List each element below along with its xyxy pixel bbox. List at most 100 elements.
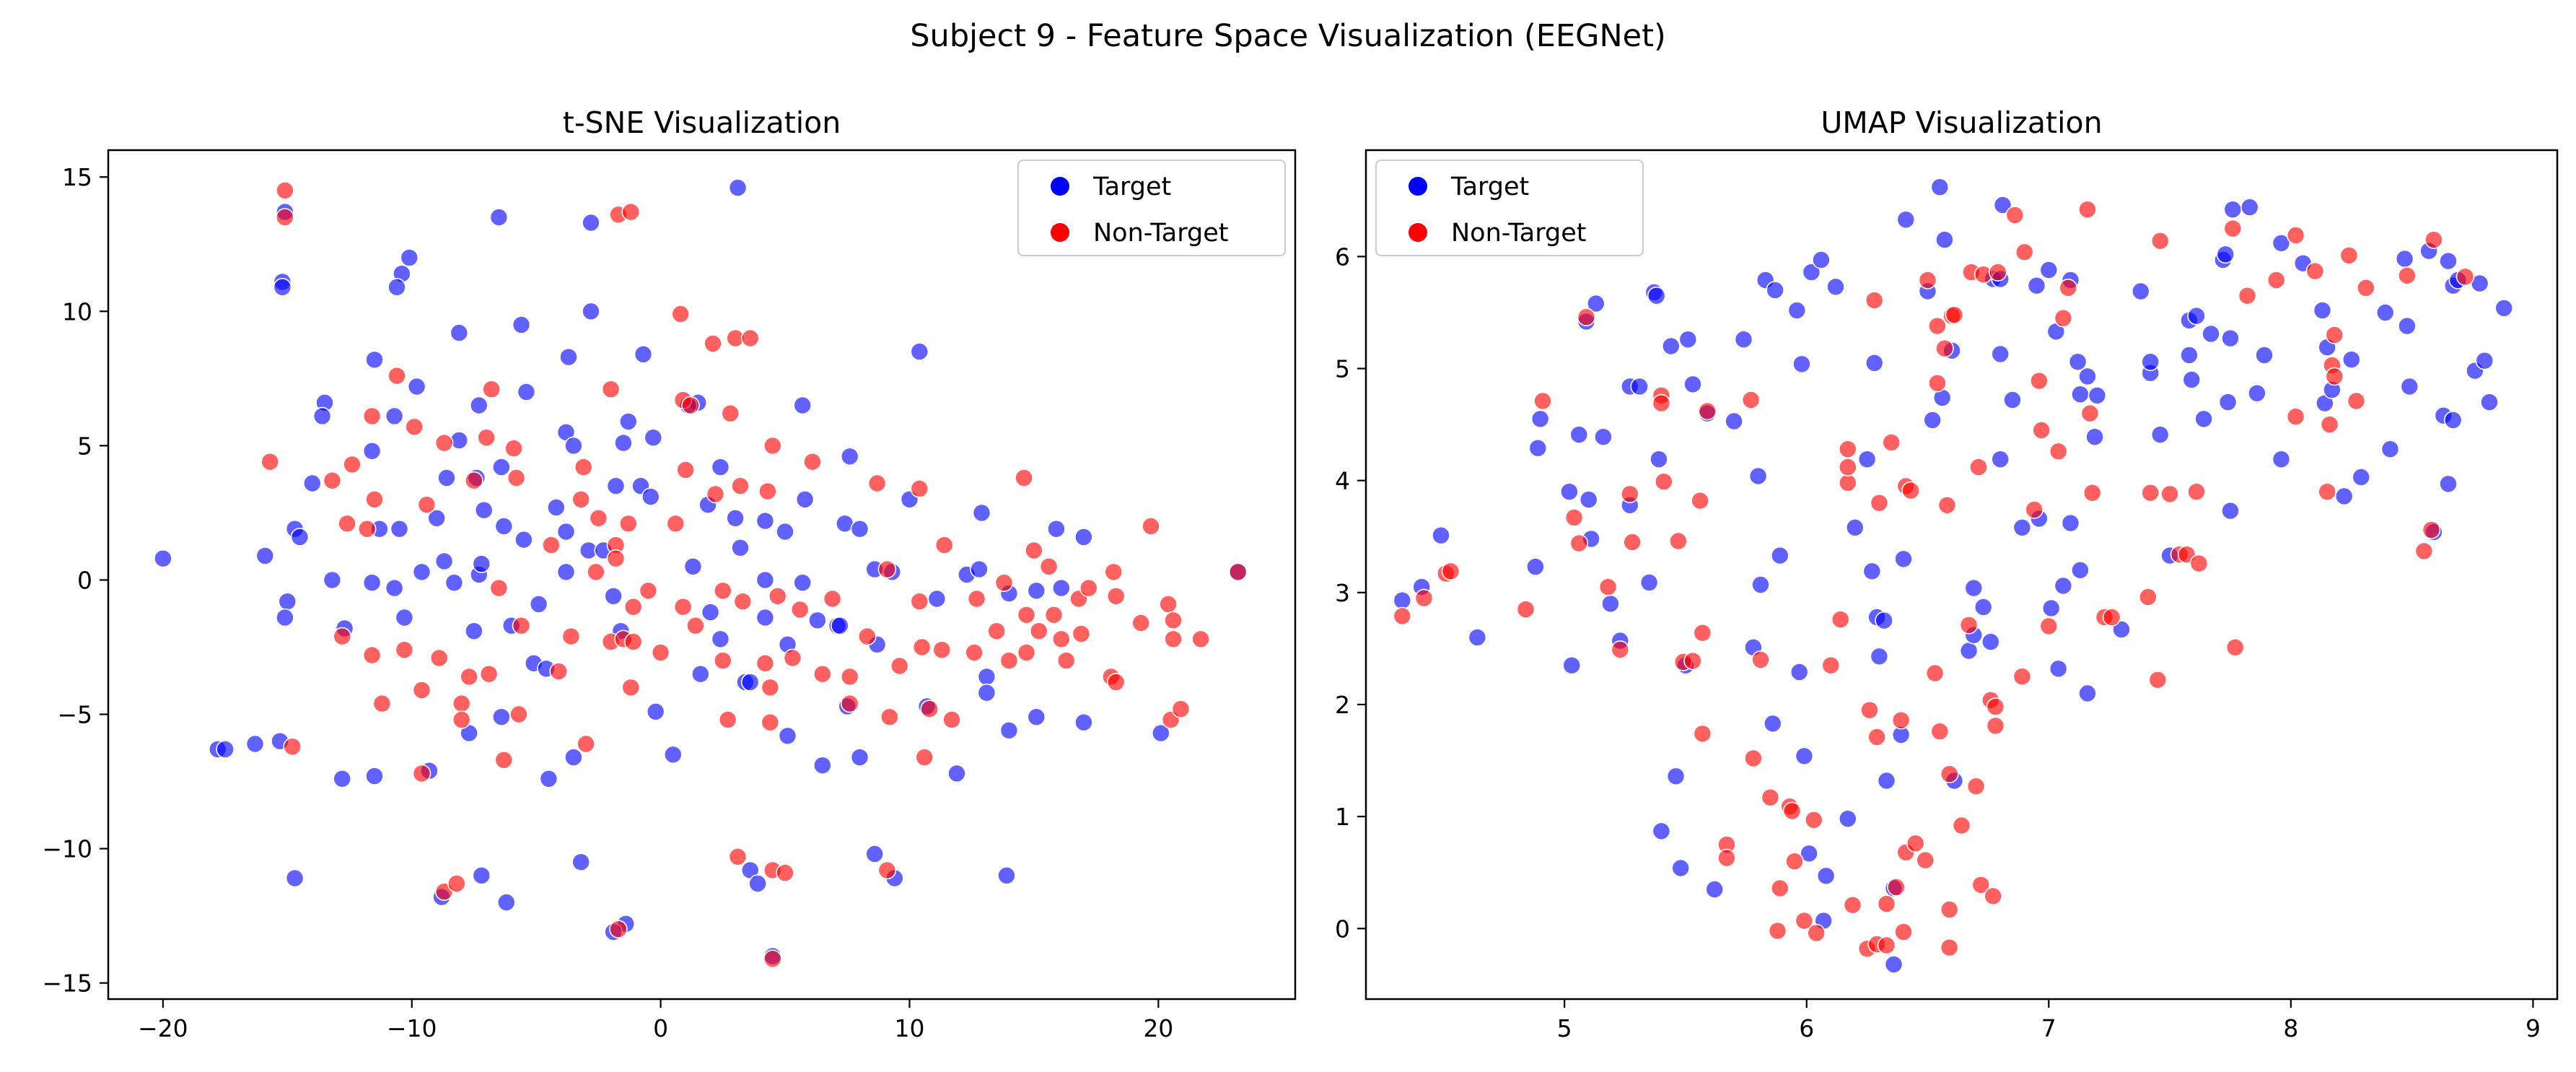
tsne-point-non-target (621, 202, 641, 222)
umap-point-non-target (1935, 339, 1954, 358)
tsne-point-non-target (477, 428, 496, 448)
umap-point-target (2194, 409, 2213, 429)
umap-point-non-target (1865, 291, 1884, 310)
tsne-point-target (273, 277, 292, 297)
tsne-point-non-target (1131, 614, 1150, 632)
tsne-point-target (972, 503, 991, 523)
umap-point-target (2027, 276, 2046, 295)
tsne-point-non-target (934, 536, 954, 554)
tsne-point-non-target (880, 707, 899, 727)
umap-point-target (2221, 328, 2240, 348)
umap-point-non-target (1744, 749, 1763, 768)
tsne-point-non-target (601, 380, 621, 399)
umap-point-target (1601, 594, 1620, 614)
tsne-point-non-target (920, 700, 939, 718)
umap-point-target (1896, 210, 1916, 230)
tsne-point-non-target (561, 627, 581, 646)
umap-point-target (1884, 955, 1903, 974)
umap-point-non-target (1414, 588, 1434, 608)
umap-point-non-target (1831, 610, 1850, 629)
tsne-point-non-target (840, 667, 859, 687)
tsne-point-target (793, 396, 812, 415)
umap-point-target (1812, 250, 1831, 269)
umap-point-non-target (1986, 716, 2005, 736)
tsne-point-target (840, 447, 859, 466)
tsne-point-target (711, 458, 730, 476)
tsne-point-non-target (333, 627, 352, 646)
tsne-point-target (910, 342, 929, 361)
umap-point-non-target (1761, 788, 1780, 807)
tsne-point-target (606, 476, 626, 496)
tsne-point-target (365, 767, 384, 785)
tsne-point-target (465, 622, 483, 641)
umap-point-non-target (1916, 850, 1935, 870)
umap-point-non-target (1768, 921, 1787, 941)
umap-point-non-target (2414, 541, 2434, 561)
tsne-point-target (387, 277, 406, 297)
tsne-point-target (559, 347, 578, 367)
umap-point-target (1530, 409, 1550, 429)
umap-legend-marker-target (1409, 177, 1427, 196)
umap-point-non-target (2080, 404, 2100, 423)
tsne-point-target (365, 350, 384, 370)
umap-point-non-target (2318, 482, 2336, 502)
umap-point-target (2352, 468, 2370, 487)
umap-point-target (1862, 562, 1882, 581)
umap-point-target (1764, 714, 1782, 733)
tsne-point-target (285, 868, 305, 888)
tsne-point-non-target (942, 710, 961, 729)
umap-y-tick-label: 5 (1335, 355, 1350, 383)
umap-point-non-target (2266, 271, 2286, 289)
tsne-point-non-target (790, 600, 810, 619)
umap-point-target (2182, 370, 2202, 389)
umap-point-non-target (1693, 724, 1712, 744)
umap-point-non-target (2082, 483, 2102, 502)
umap-point-non-target (1807, 923, 1826, 943)
tsne-point-non-target (623, 597, 643, 616)
tsne-point-non-target (343, 455, 362, 474)
umap-point-non-target (1564, 508, 1584, 527)
umap-point-non-target (1611, 640, 1630, 659)
umap-point-non-target (1621, 484, 1639, 504)
tsne-y-tick-label: 5 (77, 432, 92, 460)
umap-point-target (1630, 377, 1649, 396)
umap-point-non-target (2325, 326, 2344, 344)
tsne-point-target (302, 474, 322, 493)
umap-point-non-target (1839, 440, 1857, 459)
umap-panel: UMAP Visualization 5 6 7 8 9 0 1 2 3 4 5 6 Target Non-… (1335, 105, 2559, 1042)
tsne-point-non-target (858, 627, 877, 646)
umap-y-tick-label: 0 (1335, 915, 1350, 943)
umap-point-target (1468, 628, 1487, 647)
umap-point-target (2475, 351, 2494, 370)
tsne-point-non-target (589, 508, 608, 528)
umap-point-target (1991, 450, 2010, 469)
umap-point-non-target (1843, 895, 1862, 915)
umap-y-tick-label: 4 (1335, 467, 1350, 495)
umap-point-target (2480, 393, 2499, 411)
tsne-point-non-target (1015, 469, 1033, 487)
tsne-point-target (556, 522, 576, 541)
tsne-point-non-target (512, 616, 531, 635)
umap-x-tick-label: 7 (2041, 1014, 2056, 1042)
tsne-point-target (813, 756, 832, 775)
umap-point-non-target (1533, 391, 1552, 411)
umap-point-target (1894, 549, 1913, 569)
tsne-point-target (407, 377, 426, 396)
tsne-point-target (618, 412, 638, 431)
umap-y-tick-label: 6 (1335, 243, 1350, 271)
tsne-point-target (1052, 578, 1071, 598)
tsne-legend-marker-target (1051, 177, 1069, 196)
umap-point-target (1662, 336, 1681, 356)
tsne-point-target (1074, 713, 1093, 732)
umap-point-target (1671, 858, 1690, 878)
umap-point-target (1816, 866, 1836, 886)
umap-point-target (2271, 233, 2291, 253)
tsne-point-target (582, 302, 600, 321)
umap-point-non-target (1877, 894, 1896, 913)
umap-point-non-target (1839, 458, 1857, 476)
tsne-legend-label: Non-Target (1093, 219, 1228, 248)
umap-point-target (1683, 375, 1702, 394)
umap-point-target (1826, 277, 1845, 297)
tsne-point-non-target (713, 651, 732, 670)
tsne-point-target (1152, 723, 1170, 743)
